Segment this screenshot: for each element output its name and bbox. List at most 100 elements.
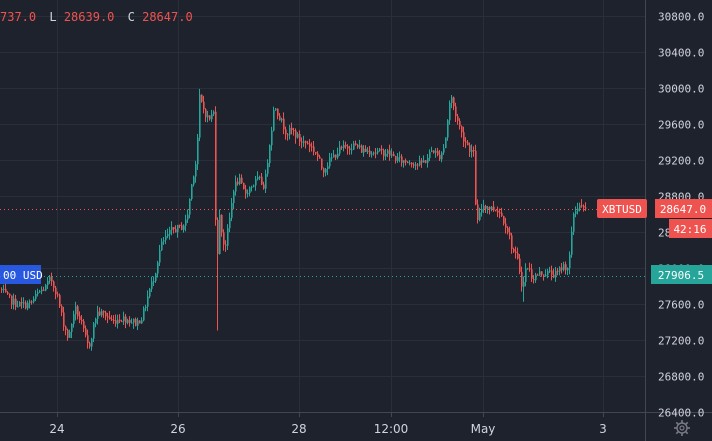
candle-body [191, 184, 193, 200]
candle-body [211, 114, 213, 120]
candle-body [93, 323, 95, 339]
candle-body [495, 210, 497, 212]
candle-body [583, 205, 585, 208]
candle-body [125, 316, 127, 323]
candle-body [579, 205, 581, 209]
candle-body [345, 144, 347, 147]
candle-body [375, 152, 377, 154]
y-tick-label: 26800.0 [658, 371, 704, 384]
candle-body [65, 326, 67, 331]
candle-body [387, 150, 389, 154]
candle-body [307, 142, 309, 144]
y-tick-label: 30000.0 [658, 83, 704, 96]
candle-body [333, 154, 335, 158]
candle-body [189, 199, 191, 215]
candle-body [517, 253, 519, 259]
candle-body [275, 108, 277, 111]
green-price-tag-bg [651, 265, 712, 284]
candle-body [569, 254, 571, 269]
candle-body [15, 298, 17, 308]
candle-body [397, 157, 399, 161]
left-price-tag[interactable]: 00 USD [0, 265, 43, 284]
candle-body [281, 118, 283, 121]
candle-body [525, 268, 527, 282]
candle-body [135, 319, 137, 326]
candle-body [487, 207, 489, 209]
candle-body [273, 110, 275, 131]
candle-body [411, 162, 413, 165]
candle-body [103, 311, 105, 313]
candle-body [547, 271, 549, 276]
candle-body [83, 321, 85, 329]
candle-body [491, 206, 493, 210]
candle-body [363, 148, 365, 153]
candle-body [523, 281, 525, 287]
candle-body [91, 338, 93, 347]
candle-body [199, 94, 201, 138]
candle-body [271, 130, 273, 146]
candle-body [549, 270, 551, 272]
candle-body [9, 293, 11, 296]
settings-gear-icon[interactable] [674, 420, 690, 436]
candle-body [183, 225, 185, 230]
candle-body [447, 120, 449, 138]
candle-body [365, 148, 367, 152]
candle-body [129, 319, 131, 323]
candle-body [201, 94, 203, 102]
candle-body [457, 116, 459, 121]
candle-body [311, 146, 313, 148]
candle-body [485, 205, 487, 209]
candle-body [557, 270, 559, 272]
candle-body [581, 205, 583, 207]
candle-body [497, 210, 499, 213]
last-price-tag[interactable]: 28647.0 [655, 199, 712, 218]
candle-body [179, 224, 181, 226]
candle-body [349, 148, 351, 150]
candle-body [67, 330, 69, 338]
candle-body [315, 151, 317, 154]
open-value: 737.0 [0, 10, 36, 24]
candle-body [55, 287, 57, 295]
close-label: C [128, 10, 135, 24]
candle-body [161, 241, 163, 251]
candle-body [17, 306, 19, 308]
candle-body [79, 316, 81, 320]
green-price-tag[interactable]: 27906.5 [651, 265, 712, 284]
candle-body [133, 319, 135, 323]
candle-body [377, 150, 379, 153]
y-tick-label: 26400.0 [658, 407, 704, 420]
candle-body [505, 223, 507, 228]
candle-body [379, 148, 381, 151]
candle-body [225, 244, 227, 246]
candle-body [323, 168, 325, 173]
candle-body [181, 225, 183, 230]
y-tick-label: 27600.0 [658, 299, 704, 312]
left-price-tag-bg [0, 265, 41, 284]
candle-body [389, 150, 391, 156]
time-axis[interactable]: 24 26 28 12:00 May 3 [49, 412, 607, 436]
candle-body [455, 106, 457, 117]
candle-body [465, 141, 467, 143]
candle-body [131, 322, 133, 324]
ohlc-header: 737.0 L 28639.0 C 28647.0 [0, 10, 193, 24]
candle-body [585, 207, 587, 209]
candle-body [115, 320, 117, 324]
candle-body [87, 335, 89, 344]
candle-body [193, 176, 195, 185]
candle-body [329, 157, 331, 167]
candle-body [431, 150, 433, 152]
candle-body [223, 232, 225, 245]
candle-body [207, 115, 209, 118]
symbol-tag[interactable]: XBTUSD [597, 199, 647, 218]
candle-body [203, 101, 205, 110]
candle-body [127, 319, 129, 323]
candle-body [509, 232, 511, 236]
candle-body [285, 129, 287, 135]
candle-body [27, 302, 29, 309]
candle-body [291, 127, 293, 131]
candle-body [71, 323, 73, 332]
y-tick-label: 29600.0 [658, 119, 704, 132]
candle-body [249, 187, 251, 194]
